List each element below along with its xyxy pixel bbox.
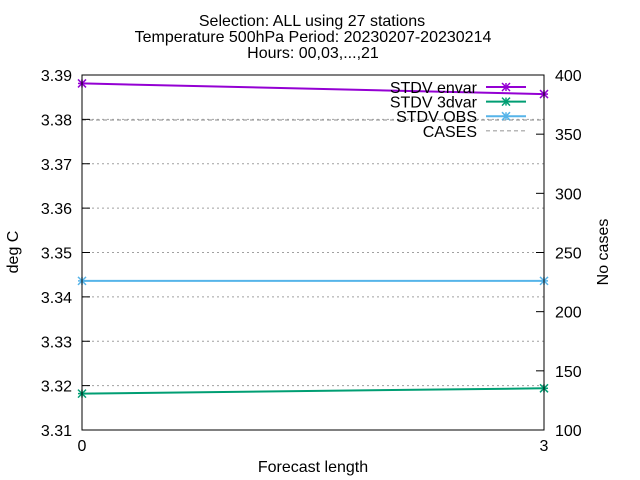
legend-marker	[501, 111, 511, 121]
legend-item-stdv-obs: STDV OBS	[396, 109, 526, 126]
series-layer	[77, 78, 549, 399]
legend-item-stdv-envar: STDV envar	[390, 80, 526, 97]
y-tick-label: 3.33	[41, 334, 72, 351]
chart-title-line-2: Temperature 500hPa Period: 20230207-2023…	[135, 29, 492, 46]
y-tick-label: 3.39	[41, 68, 72, 85]
y-tick-label: 3.34	[41, 290, 72, 307]
series-line-stdv-3dvar	[81, 387, 545, 395]
chart-title-line-3: Hours: 00,03,...,21	[247, 45, 379, 62]
y-tick-label: 3.38	[41, 112, 72, 129]
legend-label: STDV OBS	[396, 109, 477, 126]
y-tick-label: 3.32	[41, 379, 72, 396]
series-stdv-envar	[77, 78, 549, 99]
legend-label: STDV envar	[390, 80, 478, 97]
y2-tick-label: 400	[555, 68, 582, 85]
axis-tick-labels: 3.31 3.32 3.33 3.34 3.35 3.36 3.37 3.38 3.39 100 1…	[41, 68, 582, 455]
y2-tick-label: 300	[555, 186, 582, 203]
legend-label: CASES	[423, 124, 477, 141]
gridlines	[82, 118, 544, 387]
legend-label: STDV 3dvar	[390, 95, 478, 112]
y2-tick-label: 250	[555, 246, 582, 263]
y2-tick-label: 200	[555, 305, 582, 322]
axis-ticks	[81, 74, 545, 431]
legend-marker	[501, 82, 511, 92]
series-line-stdv-envar	[81, 82, 545, 96]
y2-tick-label: 100	[555, 423, 582, 440]
y-tick-label: 3.36	[41, 201, 72, 218]
legend-item-cases: CASES	[423, 124, 526, 141]
series-stdv-3dvar	[77, 383, 549, 399]
chart-title-line-1: Selection: ALL using 27 stations	[199, 13, 425, 30]
y2-axis-label: No cases	[595, 219, 612, 286]
x-axis-label: Forecast length	[258, 459, 368, 476]
chart-title: Selection: ALL using 27 stations Tempera…	[135, 13, 492, 62]
series-stdv-obs	[77, 276, 549, 286]
y2-tick-label: 150	[555, 364, 582, 381]
y2-tick-label: 350	[555, 127, 582, 144]
y-tick-label: 3.31	[41, 423, 72, 440]
legend-marker	[501, 97, 511, 107]
x-tick-label: 0	[78, 438, 87, 455]
y-axis-label: deg C	[5, 231, 22, 274]
x-tick-label: 3	[540, 438, 549, 455]
y-tick-label: 3.35	[41, 246, 72, 263]
y-tick-label: 3.37	[41, 157, 72, 174]
legend-item-stdv-3dvar: STDV 3dvar	[390, 95, 526, 112]
